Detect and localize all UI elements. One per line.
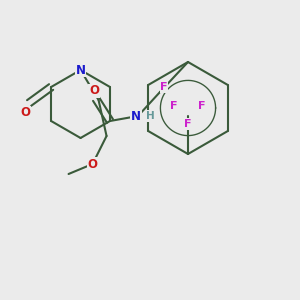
Text: O: O — [89, 85, 99, 98]
Text: O: O — [20, 106, 30, 119]
Text: N: N — [131, 110, 141, 122]
Text: H: H — [146, 111, 154, 121]
Text: O: O — [88, 158, 98, 170]
Text: F: F — [184, 119, 192, 129]
Text: F: F — [170, 101, 178, 111]
Text: F: F — [160, 82, 168, 92]
Text: N: N — [76, 64, 85, 76]
Text: F: F — [198, 101, 206, 111]
